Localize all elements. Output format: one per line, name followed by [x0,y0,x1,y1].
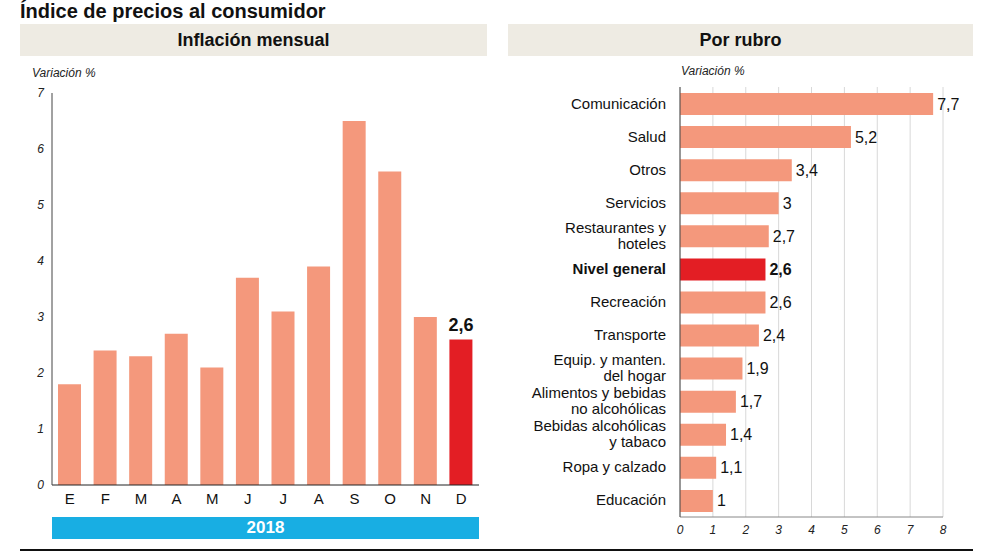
svg-text:4: 4 [808,523,815,537]
svg-text:F: F [101,490,110,507]
svg-text:2,6: 2,6 [769,294,791,311]
svg-text:J: J [280,490,288,507]
svg-text:M: M [135,490,148,507]
svg-text:Otros: Otros [629,161,666,178]
svg-text:Restaurantes yhoteles: Restaurantes yhoteles [565,219,666,252]
svg-text:S: S [349,490,359,507]
svg-text:Equip. y manten.del hogar: Equip. y manten.del hogar [553,351,666,384]
svg-text:1,4: 1,4 [730,426,752,443]
svg-text:Salud: Salud [628,128,666,145]
html-text:Índice de precios al consumido: Índice de precios al consumidor [20,0,326,22]
svg-text:2,6: 2,6 [448,315,473,335]
svg-text:1,1: 1,1 [720,459,742,476]
svg-text:5: 5 [841,523,848,537]
svg-text:7: 7 [907,523,915,537]
svg-text:3: 3 [37,310,44,324]
html-text:2018: 2018 [246,518,285,537]
svg-text:A: A [314,490,324,507]
svg-text:4: 4 [37,254,44,268]
svg-text:N: N [420,490,431,507]
svg-text:7: 7 [37,86,45,100]
svg-text:O: O [384,490,396,507]
svg-text:7,7: 7,7 [937,96,959,113]
svg-text:1,9: 1,9 [746,360,768,377]
svg-text:1: 1 [37,422,44,436]
svg-text:E: E [65,490,75,507]
svg-text:Servicios: Servicios [605,194,666,211]
svg-text:1,7: 1,7 [740,393,762,410]
svg-text:Educación: Educación [596,491,666,508]
svg-text:0: 0 [677,523,684,537]
svg-text:D: D [456,490,467,507]
svg-text:2: 2 [741,523,749,537]
svg-text:3: 3 [775,523,782,537]
svg-text:M: M [206,490,219,507]
svg-text:J: J [244,490,252,507]
svg-text:Recreación: Recreación [590,293,666,310]
svg-text:2: 2 [36,366,44,380]
html-text:Inflación mensual: Inflación mensual [177,29,330,50]
svg-text:2,6: 2,6 [769,261,791,278]
svg-text:0: 0 [37,478,44,492]
svg-text:Comunicación: Comunicación [571,95,666,112]
html-text:Por rubro: Por rubro [699,29,782,50]
html-text:Variación %: Variación % [32,66,96,80]
svg-text:5: 5 [37,198,44,212]
svg-text:Ropa y calzado: Ropa y calzado [563,458,666,475]
svg-text:2,7: 2,7 [773,228,795,245]
svg-text:Nivel general: Nivel general [573,260,666,277]
svg-text:Transporte: Transporte [594,326,666,343]
svg-text:1: 1 [710,523,717,537]
svg-text:5,2: 5,2 [855,129,877,146]
svg-text:2,4: 2,4 [763,327,785,344]
svg-text:Alimentos y bebidasno alcohóli: Alimentos y bebidasno alcohólicas [532,384,666,417]
svg-text:A: A [172,490,182,507]
svg-text:3: 3 [783,195,792,212]
svg-text:3,4: 3,4 [796,162,818,179]
svg-text:Bebidas alcohólicasy tabaco: Bebidas alcohólicasy tabaco [533,417,666,450]
svg-text:1: 1 [717,492,726,509]
svg-text:8: 8 [940,523,947,537]
svg-text:6: 6 [37,142,44,156]
html-text:Variación %: Variación % [681,64,745,78]
svg-text:6: 6 [874,523,881,537]
